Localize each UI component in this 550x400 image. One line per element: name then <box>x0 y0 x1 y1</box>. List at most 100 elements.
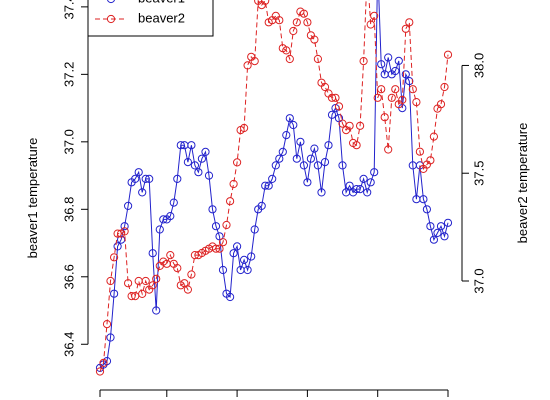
y-axis-left-tick-label: 36.6 <box>61 264 76 289</box>
data-point-beaver2 <box>215 244 224 253</box>
data-point-beaver1 <box>233 242 242 251</box>
data-point-beaver1 <box>243 265 252 275</box>
data-point-beaver1 <box>134 168 143 177</box>
data-point-beaver2 <box>398 95 407 105</box>
data-point-beaver2 <box>359 57 368 66</box>
data-point-beaver1 <box>159 215 168 224</box>
data-point-beaver1 <box>303 178 312 187</box>
data-point-beaver2 <box>289 26 298 36</box>
data-point-beaver2 <box>303 18 312 27</box>
y-axis-right-tick-label: 37.5 <box>471 161 486 186</box>
data-point-beaver1 <box>320 158 330 167</box>
data-point-beaver2 <box>387 93 396 102</box>
legend-box <box>87 0 214 37</box>
data-point-beaver2 <box>95 367 105 376</box>
data-point-beaver2 <box>134 276 143 286</box>
data-point-beaver1 <box>327 110 337 119</box>
data-point-beaver2 <box>345 121 354 130</box>
data-point-beaver1 <box>363 188 372 197</box>
data-point-beaver2 <box>401 24 410 33</box>
data-point-beaver1 <box>384 53 393 62</box>
data-point-beaver1 <box>401 70 410 79</box>
data-point-beaver2 <box>218 238 228 247</box>
data-point-beaver1 <box>299 161 308 170</box>
y-axis-left-tick-label: 36.8 <box>61 197 76 222</box>
y-axis-right-tick-label: 37.0 <box>471 268 486 293</box>
data-point-beaver2 <box>299 9 308 18</box>
data-point-beaver1 <box>352 185 361 194</box>
data-point-beaver2 <box>222 220 231 230</box>
data-point-beaver1 <box>208 205 217 214</box>
data-point-beaver1 <box>131 174 140 183</box>
data-point-beaver1 <box>106 333 115 342</box>
data-point-beaver1 <box>261 181 270 190</box>
data-point-beaver2 <box>282 46 291 55</box>
data-point-beaver2 <box>226 197 235 206</box>
data-point-beaver1 <box>152 306 161 315</box>
data-point-beaver1 <box>370 168 379 177</box>
data-point-beaver2 <box>412 98 421 107</box>
data-point-beaver2 <box>229 179 238 189</box>
data-point-beaver2 <box>408 85 417 94</box>
data-point-beaver1 <box>271 161 280 170</box>
data-point-beaver1 <box>250 225 259 234</box>
data-point-beaver2 <box>443 50 453 59</box>
data-point-beaver2 <box>233 158 242 167</box>
data-point-beaver2 <box>148 281 157 290</box>
legend-label-beaver1: beaver1 <box>138 0 185 5</box>
data-point-beaver1 <box>345 181 354 190</box>
data-point-beaver1 <box>183 158 192 167</box>
data-point-beaver2 <box>352 141 361 150</box>
data-point-beaver1 <box>310 144 319 153</box>
data-point-beaver2 <box>429 132 438 141</box>
data-point-beaver2 <box>141 276 150 286</box>
data-point-beaver1 <box>292 154 301 163</box>
data-point-beaver1 <box>201 147 210 156</box>
data-point-beaver2 <box>110 253 119 262</box>
data-point-beaver1 <box>419 195 428 204</box>
y-axis-left-label: beaver1 temperature <box>25 138 40 259</box>
series-beaver2 <box>95 0 453 376</box>
series-line-beaver2 <box>99 0 449 372</box>
data-point-beaver2 <box>292 18 301 27</box>
data-point-beaver1 <box>268 174 277 183</box>
data-point-beaver1 <box>141 174 150 183</box>
data-point-beaver2 <box>334 102 344 111</box>
data-point-beaver1 <box>359 174 368 183</box>
data-point-beaver1 <box>229 249 238 258</box>
data-point-beaver2 <box>366 20 375 29</box>
data-point-beaver1 <box>124 201 133 210</box>
data-point-beaver2 <box>415 147 424 156</box>
data-point-beaver1 <box>173 174 182 183</box>
data-point-beaver2 <box>250 57 259 66</box>
data-point-beaver2 <box>377 85 386 94</box>
data-point-beaver2 <box>405 18 414 27</box>
data-point-beaver2 <box>106 276 115 286</box>
data-point-beaver2 <box>243 61 252 70</box>
data-point-beaver1 <box>138 188 147 197</box>
data-point-beaver2 <box>285 54 294 64</box>
data-point-beaver2 <box>370 11 379 20</box>
data-point-beaver1 <box>148 249 157 258</box>
data-point-beaver2 <box>187 270 196 279</box>
data-point-beaver1 <box>166 212 175 221</box>
data-point-beaver1 <box>197 154 206 163</box>
data-point-beaver1 <box>120 222 129 231</box>
data-point-beaver1 <box>176 141 185 150</box>
data-point-beaver2 <box>380 113 389 122</box>
data-point-beaver1 <box>110 289 119 298</box>
data-point-beaver2 <box>120 227 129 236</box>
data-point-beaver2 <box>211 244 221 253</box>
data-point-beaver1 <box>218 265 228 275</box>
y-axis-left-tick-label: 37.0 <box>61 129 76 154</box>
data-point-beaver2 <box>338 119 347 128</box>
data-point-beaver2 <box>436 100 446 109</box>
data-point-beaver2 <box>310 35 319 44</box>
data-point-beaver1 <box>247 252 256 261</box>
data-point-beaver2 <box>275 16 284 25</box>
data-point-beaver1 <box>204 171 214 180</box>
series-beaver1 <box>95 0 453 372</box>
data-point-beaver1 <box>278 147 287 156</box>
data-point-beaver2 <box>240 123 249 133</box>
data-point-beaver2 <box>152 274 161 283</box>
